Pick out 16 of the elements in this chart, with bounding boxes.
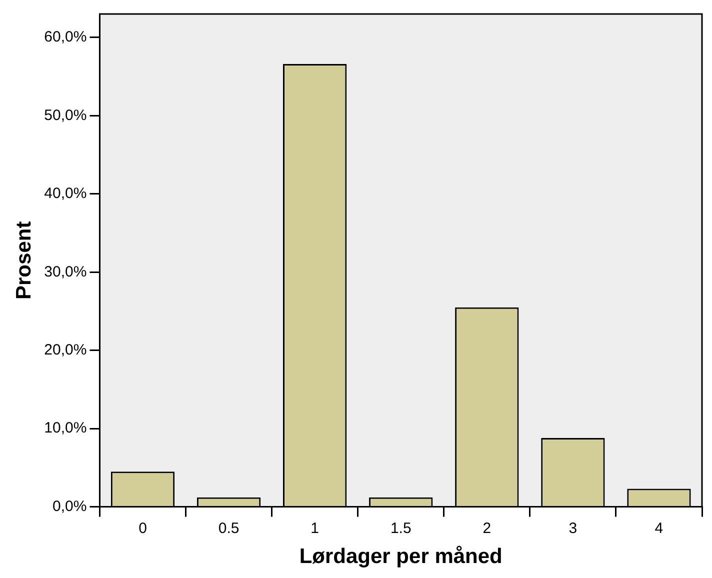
x-tick-label: 1 <box>310 520 319 537</box>
y-tick-label: 20,0% <box>44 341 87 358</box>
y-tick-label: 30,0% <box>44 263 87 280</box>
x-axis-title: Lørdager per måned <box>299 545 502 568</box>
y-axis-title: Prosent <box>12 221 36 300</box>
x-tick-label: 0 <box>138 520 147 537</box>
x-tick-label: 0.5 <box>218 520 240 537</box>
x-tick-label: 3 <box>568 520 578 537</box>
y-tick-label: 50,0% <box>44 106 87 124</box>
y-tick-label: 60,0% <box>44 28 87 46</box>
x-tick-label: 1.5 <box>390 520 412 537</box>
x-tick-label: 2 <box>482 520 492 537</box>
y-tick-label: 40,0% <box>44 185 87 202</box>
y-tick-label: 10,0% <box>44 420 87 437</box>
y-tick-label: 0,0% <box>52 498 87 515</box>
x-tick-label: 4 <box>654 520 664 537</box>
